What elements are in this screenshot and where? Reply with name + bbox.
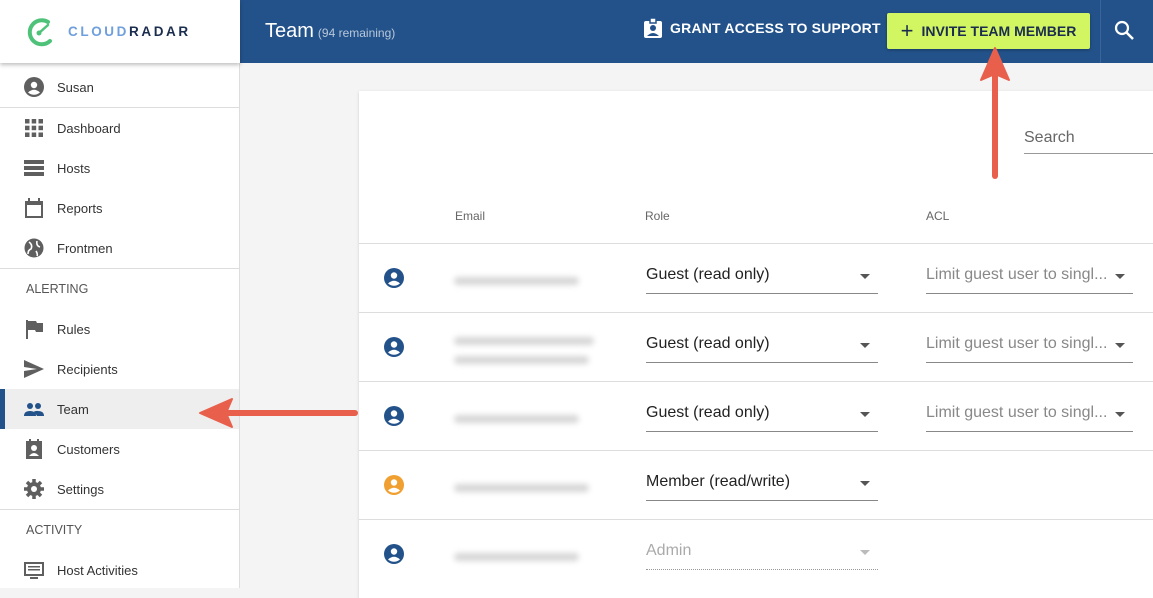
grant-access-label: GRANT ACCESS TO SUPPORT <box>670 20 881 36</box>
badge-icon <box>644 18 662 38</box>
invite-team-member-button[interactable]: + INVITE TEAM MEMBER <box>887 13 1090 49</box>
email-redacted <box>454 553 579 561</box>
sidebar-label: Frontmen <box>57 240 113 256</box>
user-status-icon <box>384 337 404 357</box>
sidebar-label: Rules <box>57 321 91 337</box>
acl-select[interactable]: Limit guest user to singl... <box>926 266 1133 294</box>
role-value: Guest (read only) <box>646 404 770 421</box>
dropdown-arrow-icon <box>1115 412 1125 417</box>
role-value: Admin <box>646 542 692 559</box>
user-status-icon <box>384 475 404 495</box>
role-select[interactable]: Guest (read only) <box>646 266 878 294</box>
sidebar-label: Recipients <box>57 361 118 377</box>
email-redacted <box>454 277 579 285</box>
plus-icon: + <box>900 18 914 43</box>
user-status-icon <box>384 268 404 288</box>
section-header-alerting: ALERTING <box>0 268 239 309</box>
sidebar-item-settings[interactable]: Settings <box>0 469 239 509</box>
sidebar-label: Host Activities <box>57 562 138 578</box>
role-value: Guest (read only) <box>646 335 770 352</box>
sidebar-item-recipients[interactable]: Recipients <box>0 349 239 389</box>
contact-icon <box>26 439 42 459</box>
sidebar: Susan Dashboard Hosts Reports Frontmen A… <box>0 63 240 588</box>
sidebar-label: Customers <box>57 441 120 457</box>
role-select: Admin <box>646 542 878 570</box>
column-header-email: Email <box>455 209 486 223</box>
sidebar-item-rules[interactable]: Rules <box>0 309 239 349</box>
calendar-icon <box>25 198 43 218</box>
sidebar-item-user[interactable]: Susan <box>0 67 239 107</box>
dropdown-arrow-icon <box>860 481 870 486</box>
send-icon <box>24 360 44 378</box>
sidebar-item-dashboard[interactable]: Dashboard <box>0 108 239 148</box>
list-icon <box>24 160 44 176</box>
logo[interactable]: CLOUDRADAR <box>0 0 240 63</box>
role-value: Member (read/write) <box>646 473 791 490</box>
remaining-count: (94 remaining) <box>317 26 396 40</box>
dropdown-arrow-icon <box>860 343 870 348</box>
column-header-acl: ACL <box>926 209 950 223</box>
sidebar-label: Settings <box>57 481 104 497</box>
grant-access-button[interactable]: GRANT ACCESS TO SUPPORT <box>644 18 881 38</box>
table-row: Guest (read only) Limit guest user to sin… <box>359 381 1153 450</box>
globe-icon <box>24 238 44 258</box>
people-icon <box>24 403 44 416</box>
sidebar-label: Dashboard <box>57 120 121 136</box>
role-select[interactable]: Member (read/write) <box>646 473 878 501</box>
table-row: Guest (read only) Limit guest user to sin… <box>359 243 1153 312</box>
team-table-card: Search Email Role ACL Guest (read only) L… <box>359 91 1153 598</box>
email-redacted <box>454 337 594 345</box>
sidebar-item-team[interactable]: Team <box>0 389 239 429</box>
monitor-icon <box>24 562 44 579</box>
acl-value: Limit guest user to singl... <box>926 404 1108 421</box>
flag-icon <box>26 320 43 339</box>
search-input[interactable]: Search <box>1024 129 1153 154</box>
dropdown-arrow-icon <box>860 550 870 555</box>
account-circle-icon <box>24 77 44 97</box>
gear-icon <box>24 479 44 499</box>
sidebar-item-hosts[interactable]: Hosts <box>0 148 239 188</box>
brand-part2: RADAR <box>129 24 191 39</box>
divider <box>1100 0 1101 63</box>
dropdown-arrow-icon <box>860 412 870 417</box>
sidebar-item-host-activities[interactable]: Host Activities <box>0 550 239 590</box>
page-title-text: Team <box>265 20 314 42</box>
top-bar: Team (94 remaining) GRANT ACCESS TO SUPPO… <box>240 0 1153 63</box>
table-row: Guest (read only) Limit guest user to sin… <box>359 312 1153 381</box>
search-icon[interactable] <box>1114 20 1136 42</box>
sidebar-item-customers[interactable]: Customers <box>0 429 239 469</box>
column-header-role: Role <box>645 209 670 223</box>
role-value: Guest (read only) <box>646 266 770 283</box>
sidebar-label: Hosts <box>57 160 91 176</box>
table-row: Member (read/write) <box>359 450 1153 519</box>
user-name: Susan <box>57 79 94 95</box>
grid-icon <box>25 119 43 137</box>
acl-select[interactable]: Limit guest user to singl... <box>926 335 1133 363</box>
sidebar-label: Team <box>57 401 89 417</box>
brand-part1: CLOUD <box>68 24 129 39</box>
section-header-activity: ACTIVITY <box>0 509 239 550</box>
sidebar-label: Reports <box>57 200 103 216</box>
page-title: Team (94 remaining) <box>265 20 395 43</box>
user-status-icon <box>384 544 404 564</box>
table-row: Admin <box>359 519 1153 588</box>
sidebar-item-reports[interactable]: Reports <box>0 188 239 228</box>
user-status-icon <box>384 406 404 426</box>
invite-label: INVITE TEAM MEMBER <box>921 23 1077 39</box>
dropdown-arrow-icon <box>1115 274 1125 279</box>
acl-select[interactable]: Limit guest user to singl... <box>926 404 1133 432</box>
dropdown-arrow-icon <box>860 274 870 279</box>
brand-name: CLOUDRADAR <box>68 24 191 39</box>
email-redacted <box>454 356 589 364</box>
email-redacted <box>454 484 589 492</box>
acl-value: Limit guest user to singl... <box>926 266 1108 283</box>
role-select[interactable]: Guest (read only) <box>646 335 878 363</box>
acl-value: Limit guest user to singl... <box>926 335 1108 352</box>
sidebar-item-frontmen[interactable]: Frontmen <box>0 228 239 268</box>
cloudradar-logo-icon <box>27 17 52 46</box>
email-redacted <box>454 415 579 423</box>
role-select[interactable]: Guest (read only) <box>646 404 878 432</box>
dropdown-arrow-icon <box>1115 343 1125 348</box>
